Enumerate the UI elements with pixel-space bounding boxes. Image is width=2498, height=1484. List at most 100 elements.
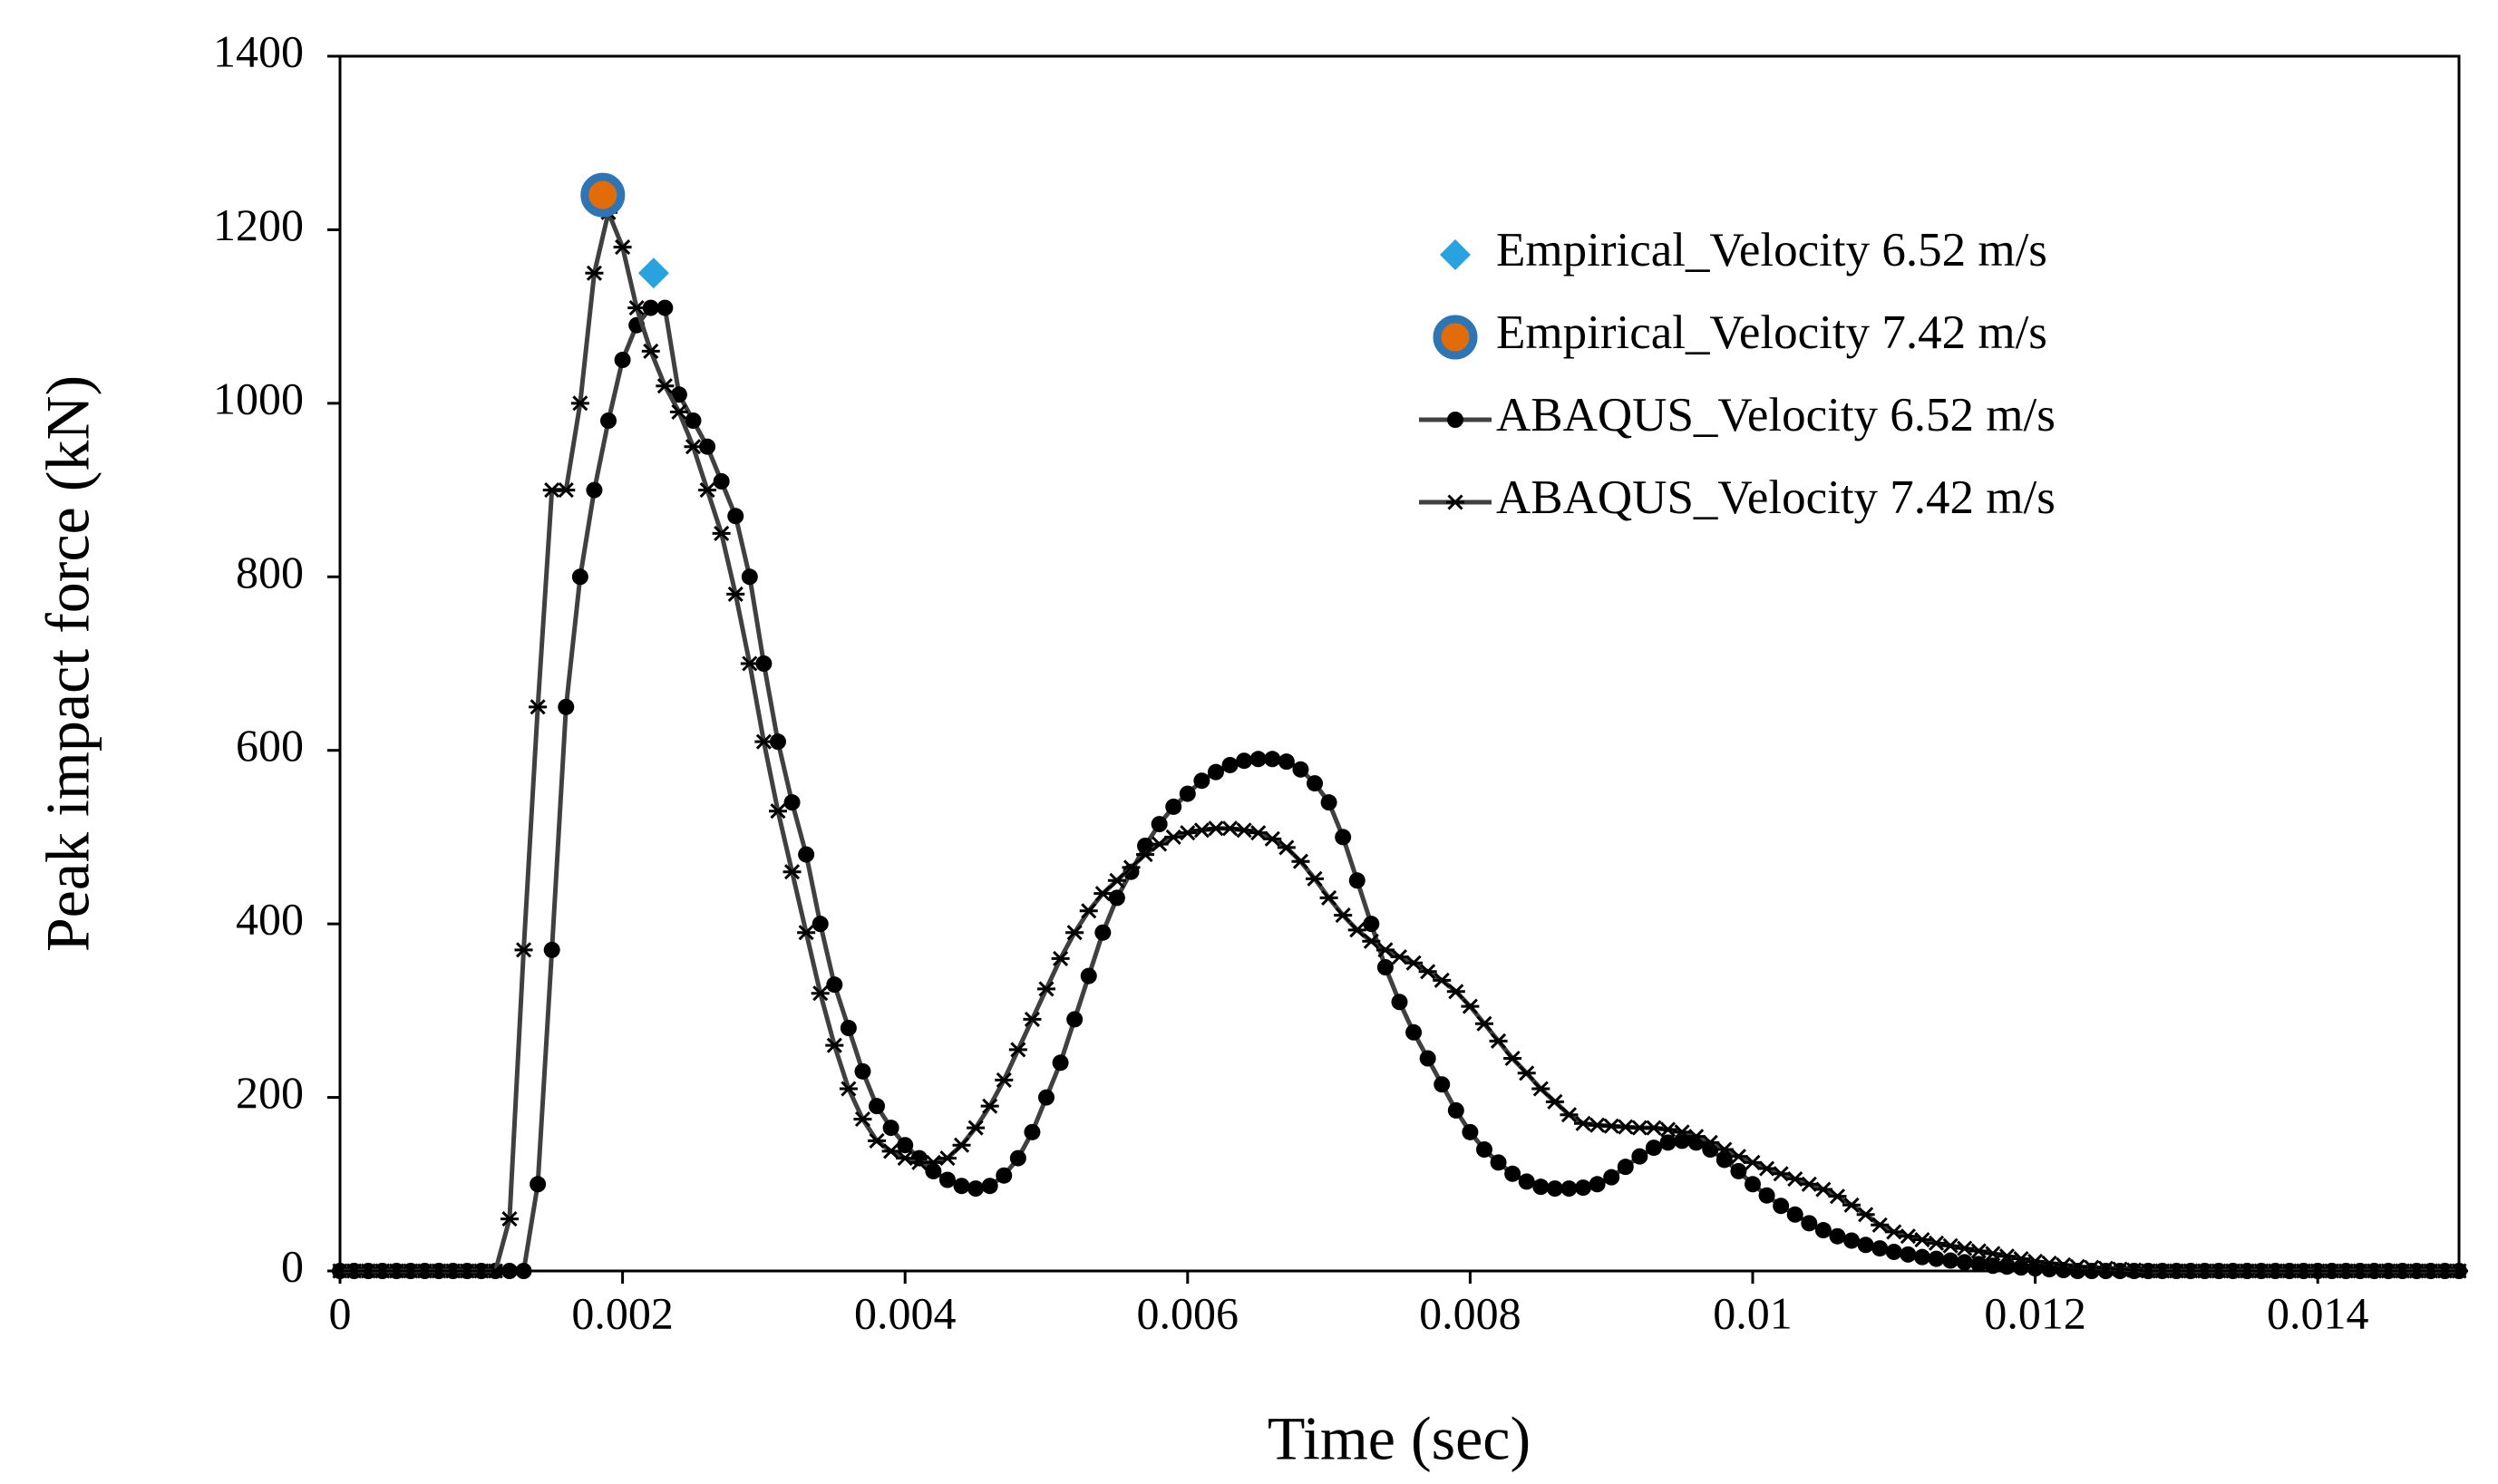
marker [1440,239,1471,270]
marker [1575,1179,1592,1197]
marker-shape [1912,1231,1931,1248]
marker-shape [1079,903,1098,919]
marker-shape [1178,825,1197,841]
marker-shape [981,1178,998,1195]
marker [712,525,731,541]
marker [925,1162,942,1179]
marker-shape [1644,1120,1663,1136]
marker [571,568,588,586]
marker [798,846,815,863]
marker-shape [727,508,744,525]
marker [1066,1011,1084,1028]
marker-shape [1038,1089,1055,1106]
marker [1489,1033,1508,1049]
marker-shape [586,481,603,499]
marker-shape [600,412,617,429]
marker [1686,1129,1706,1145]
marker-shape [1009,1149,1026,1167]
marker-shape [515,1263,532,1279]
marker-shape [967,1120,986,1136]
marker [1884,1224,1903,1240]
marker [1419,1050,1436,1067]
marker [727,508,744,525]
marker [1178,825,1197,841]
marker [1871,1240,1889,1257]
plot-frame [338,54,2461,1273]
marker-shape [741,568,758,586]
marker-shape [1165,798,1182,815]
marker-shape [656,299,674,316]
marker-shape [1785,1170,1804,1188]
y-tick-label: 200 [236,1067,304,1118]
marker-shape [1249,825,1268,841]
marker [1786,1206,1803,1223]
marker [570,395,589,412]
marker [1758,1187,1775,1204]
marker [2450,1263,2468,1279]
marker-shape [637,257,669,289]
marker [1447,1101,1464,1119]
marker-shape [1730,1162,1747,1179]
x-tick-label: 0.014 [2267,1287,2369,1338]
marker-shape [557,482,576,499]
marker [1673,1124,1692,1140]
marker [854,1062,871,1080]
marker-shape [1517,1065,1536,1081]
marker-shape [896,1150,915,1167]
x-tick-label: 0.006 [1137,1287,1239,1338]
marker [2026,1253,2045,1270]
marker [1362,933,1381,949]
marker-shape [1941,1237,1960,1254]
marker-shape [1503,1050,1522,1067]
marker [600,412,617,429]
marker-shape [529,699,548,715]
marker-shape [1856,1207,1875,1223]
marker [1503,1050,1522,1067]
marker-shape [669,403,688,420]
marker [1433,972,1452,988]
marker-shape [1446,984,1465,1000]
marker-shape [1008,1042,1027,1058]
marker-shape [1447,1101,1464,1119]
marker [1236,752,1253,770]
marker [1094,924,1112,941]
marker [1785,1170,1804,1188]
marker-shape [1292,761,1309,778]
marker-shape [1447,412,1463,428]
marker [1348,872,1366,889]
marker-shape [1942,1252,1959,1269]
marker [952,1137,971,1153]
marker [670,386,687,403]
marker-shape [713,473,730,490]
marker-shape [1786,1206,1803,1223]
marker-shape [1446,494,1464,510]
series-line [340,209,2459,1274]
marker [1773,1198,1790,1215]
marker [1150,836,1169,852]
marker [1107,872,1126,888]
marker-shape [1532,1178,1550,1196]
y-tick-label: 600 [236,720,304,771]
marker-shape [1363,916,1380,933]
marker-shape [1603,1169,1620,1186]
marker-shape [1235,822,1254,839]
y-tick-label: 1200 [213,199,304,250]
marker [1220,820,1239,837]
legend-label: Empirical_Velocity 6.52 m/s [1496,224,2047,276]
x-tick-label: 0.01 [1713,1287,1793,1338]
marker-shape [500,1211,519,1227]
marker-shape [1814,1222,1832,1239]
marker [1745,1176,1761,1193]
marker-shape [1701,1134,1720,1150]
marker [1603,1169,1620,1186]
marker [1335,829,1352,846]
marker [811,985,830,1002]
x-tick-label: 0.012 [1984,1287,2086,1338]
marker-shape [1955,1240,1974,1256]
marker-shape [769,733,786,751]
marker-shape [925,1162,942,1179]
marker-shape [501,1263,518,1279]
marker-shape [698,482,717,499]
marker-shape [967,1180,985,1198]
marker [1545,1093,1564,1110]
